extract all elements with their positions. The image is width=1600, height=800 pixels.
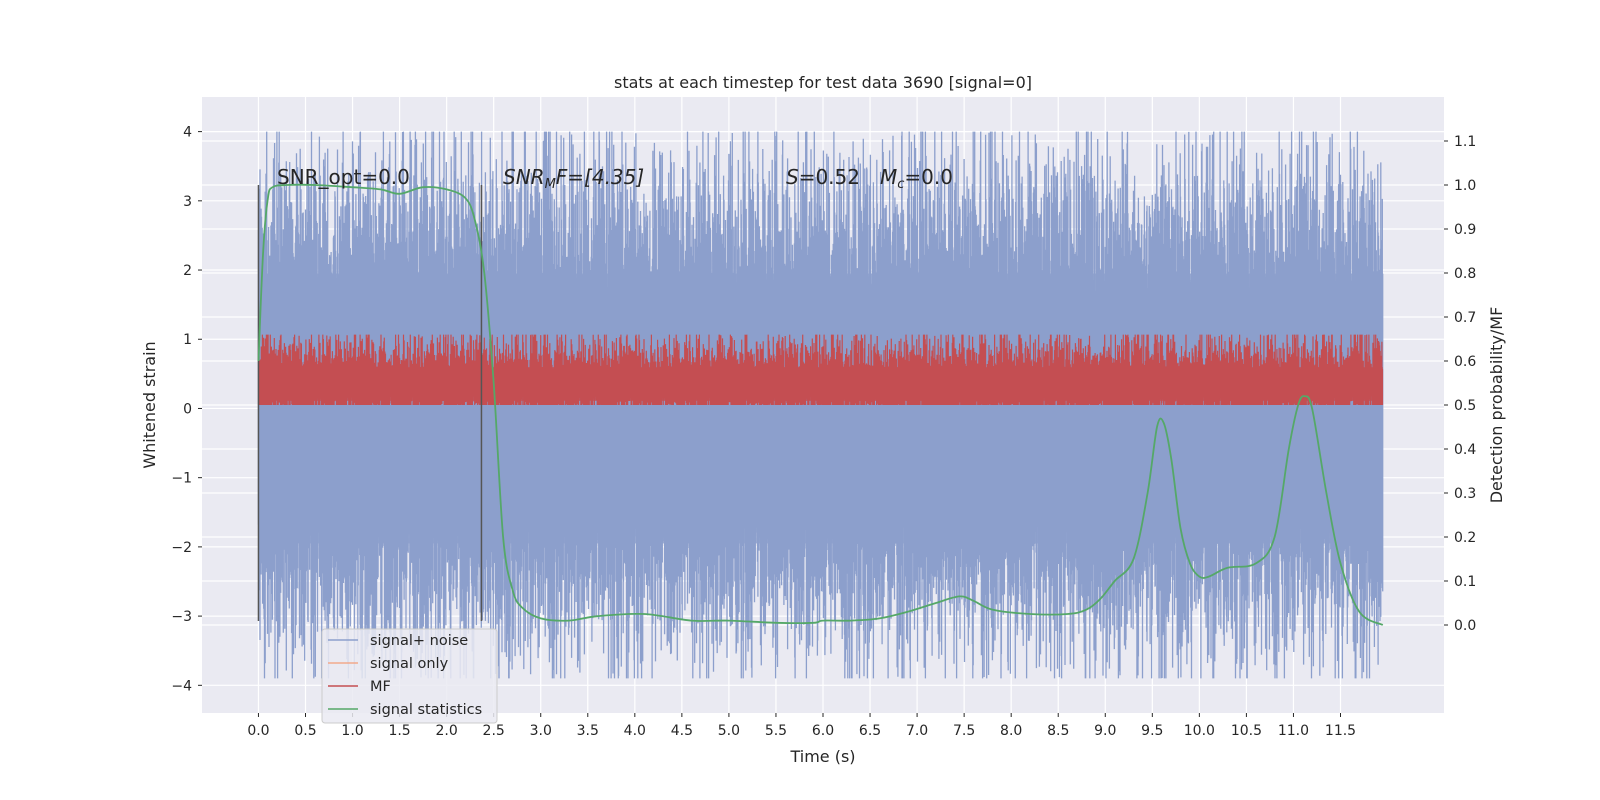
annotation-mc: Mc=0.0 (880, 165, 953, 192)
x-tick-label: 11.0 (1278, 723, 1309, 739)
signal-noise-series (257, 131, 1384, 679)
y-left-tick-label: 2 (183, 263, 192, 279)
x-tick-label: 7.0 (906, 723, 928, 739)
x-tick-label: 10.5 (1231, 723, 1262, 739)
legend-label-mf: MF (370, 679, 391, 695)
x-tick-label: 2.0 (436, 723, 458, 739)
x-tick-label: 4.5 (671, 723, 693, 739)
y-right-tick-label: 0.5 (1454, 398, 1476, 414)
signal-statistics-line (257, 183, 1384, 626)
legend: signal+ noise signal only MF signal stat… (321, 628, 498, 724)
y-left-tick-label: −1 (171, 471, 192, 487)
x-tick-label: 6.0 (812, 723, 834, 739)
x-tick-label: 0.0 (247, 723, 269, 739)
y-right-tick-label: 0.4 (1454, 442, 1476, 458)
x-tick-label: 5.0 (718, 723, 740, 739)
legend-label-signal-statistics: signal statistics (370, 702, 482, 718)
y-right-tick-label: 0.1 (1454, 574, 1476, 590)
y-left-tick-label: −3 (171, 609, 192, 625)
y-left-tick-label: 3 (183, 194, 192, 210)
y-right-tick-label: 0.7 (1454, 310, 1476, 326)
x-tick-label: 7.5 (953, 723, 975, 739)
x-tick-label: 5.5 (765, 723, 787, 739)
x-tick-label: 4.0 (624, 723, 646, 739)
x-tick-label: 0.5 (294, 723, 316, 739)
x-tick-label: 1.0 (341, 723, 363, 739)
y-left-tick-label: 1 (183, 332, 192, 348)
y-right-tick-label: 0.2 (1454, 530, 1476, 546)
legend-box (321, 628, 498, 724)
legend-label-signal-only: signal only (370, 656, 449, 672)
y-left-tick-label: −2 (171, 540, 192, 556)
x-tick-label: 11.5 (1325, 723, 1356, 739)
x-tick-label: 2.5 (483, 723, 505, 739)
x-tick-label: 8.0 (1000, 723, 1022, 739)
y-right-tick-label: 0.6 (1454, 354, 1476, 370)
x-tick-label: 3.5 (577, 723, 599, 739)
x-tick-label: 9.5 (1141, 723, 1163, 739)
annotation-snr-mf: SNRMF=[4.35] (503, 165, 644, 192)
x-tick-label: 1.5 (388, 723, 410, 739)
y-right-tick-label: 0.0 (1454, 618, 1476, 634)
chart-title: stats at each timestep for test data 369… (614, 73, 1032, 92)
y-axis-left-label: Whitened strain (140, 341, 159, 468)
y-right-tick-label: 1.0 (1454, 178, 1476, 194)
y-left-tick-label: −4 (171, 678, 192, 694)
annotation-snr-opt: SNR_opt=0.0 (277, 165, 410, 189)
y-left-tick-label: 0 (183, 401, 192, 417)
x-tick-label: 9.0 (1094, 723, 1116, 739)
x-tick-label: 3.0 (530, 723, 552, 739)
x-tick-label: 10.0 (1184, 723, 1215, 739)
y-right-tick-label: 0.8 (1454, 266, 1476, 282)
x-tick-label: 6.5 (859, 723, 881, 739)
tick-layer: 0.0 0.5 1.0 1.5 2.0 2.5 3.0 3.5 4.0 4.5 5.0 5.5 6.0 6… (171, 125, 1476, 739)
x-tick-label: 8.5 (1047, 723, 1069, 739)
y-right-tick-label: 1.1 (1454, 134, 1476, 150)
y-axis-right-label: Detection probability/MF (1487, 307, 1506, 504)
signal-statistics-series (257, 183, 1384, 626)
legend-label-signal-noise: signal+ noise (370, 633, 468, 649)
y-right-tick-label: 0.3 (1454, 486, 1476, 502)
y-left-tick-label: 4 (183, 125, 192, 141)
x-axis-label: Time (s) (789, 747, 855, 766)
annotation-s: S=0.52 (786, 165, 860, 189)
y-right-tick-label: 0.9 (1454, 222, 1476, 238)
